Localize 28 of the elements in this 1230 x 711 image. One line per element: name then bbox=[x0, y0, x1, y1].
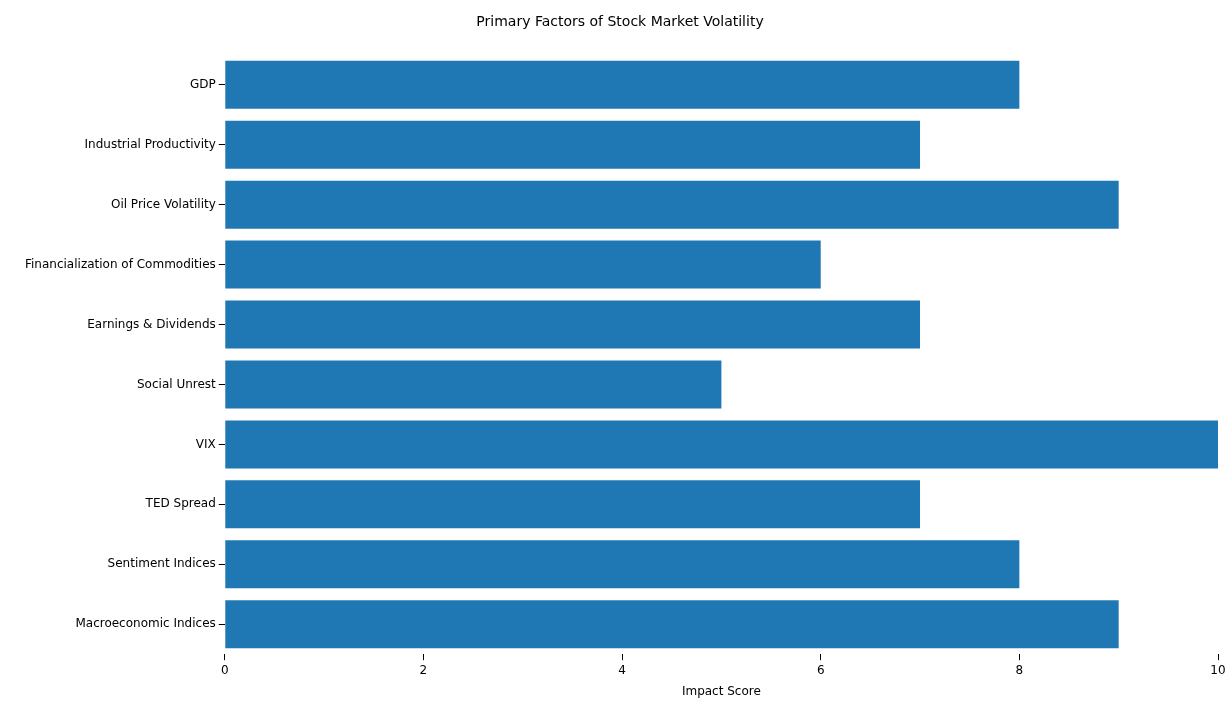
y-tick-label: GDP bbox=[190, 76, 216, 91]
bar bbox=[225, 240, 821, 289]
bar bbox=[225, 540, 1020, 589]
x-axis-title: Impact Score bbox=[681, 683, 761, 698]
y-tick-label: TED Spread bbox=[144, 496, 216, 511]
bar bbox=[225, 180, 1119, 229]
y-tick-label: Sentiment Indices bbox=[107, 556, 216, 571]
chart-title: Primary Factors of Stock Market Volatility bbox=[476, 13, 764, 30]
x-tick-label: 6 bbox=[816, 662, 825, 677]
bar bbox=[225, 120, 921, 169]
y-tick-label: Macroeconomic Indices bbox=[75, 616, 216, 631]
y-tick-label: Social Unrest bbox=[136, 376, 217, 391]
y-tick-label: Financialization of Commodities bbox=[25, 256, 216, 271]
y-tick-label: Industrial Productivity bbox=[84, 136, 216, 151]
y-tick-label: Earnings & Dividends bbox=[87, 316, 216, 331]
x-tick-label: 4 bbox=[618, 662, 626, 677]
y-tick-label: Oil Price Volatility bbox=[110, 196, 216, 211]
bar bbox=[225, 600, 1119, 649]
bar bbox=[225, 300, 921, 349]
bar bbox=[225, 420, 1218, 469]
bar bbox=[225, 360, 722, 409]
x-tick-label: 0 bbox=[220, 662, 229, 677]
x-tick-label: 2 bbox=[419, 662, 428, 677]
bar bbox=[225, 480, 921, 529]
bar bbox=[225, 60, 1020, 109]
x-tick-label: 8 bbox=[1015, 662, 1024, 677]
y-tick-label: VIX bbox=[195, 436, 216, 451]
x-tick-label: 10 bbox=[1210, 662, 1226, 677]
